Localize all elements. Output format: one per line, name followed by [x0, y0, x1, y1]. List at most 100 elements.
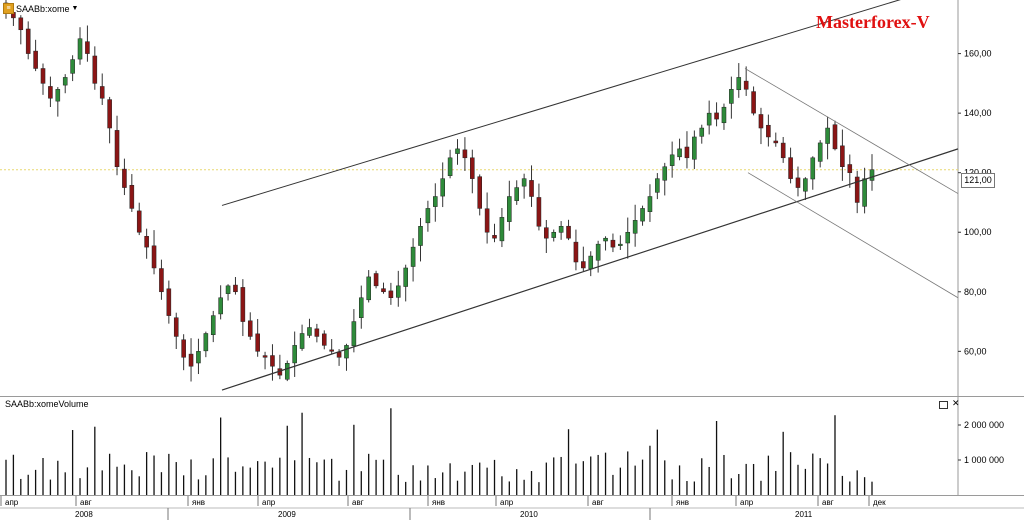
last-price-label: 121,00 [961, 173, 995, 188]
candle-down [470, 157, 475, 179]
candle-down [854, 176, 860, 203]
candle-up [869, 169, 875, 181]
candle-up [558, 226, 564, 233]
month-label: авг [822, 498, 834, 507]
channel-lower-line[interactable] [221, 148, 959, 391]
price-pane[interactable]: 160,00 140,00 120,00 100,00 80,00 60,00 ≡ SAA… [0, 0, 1024, 396]
candle-up [210, 315, 216, 335]
candle-down [314, 328, 320, 337]
candle-up [396, 285, 401, 298]
candle-down [255, 333, 260, 352]
chevron-down-icon[interactable]: ▼ [71, 5, 79, 12]
candle-down [40, 68, 46, 84]
year-label: 2009 [278, 510, 296, 519]
candle-down [188, 353, 194, 367]
symbol-title[interactable]: ≡ SAABb:xome ▼ [3, 3, 78, 14]
instrument-icon: ≡ [3, 3, 14, 14]
candle-down [388, 290, 394, 298]
price-tick-label: 120,00 [964, 168, 992, 178]
candle-down [240, 287, 246, 322]
candle-down [847, 164, 853, 173]
candle-up [862, 178, 867, 207]
candle-down [262, 355, 268, 358]
candle-up [729, 89, 734, 104]
candle-down [832, 124, 838, 150]
price-tick-label: 160,00 [964, 49, 992, 59]
month-label: апр [262, 498, 276, 507]
candle-down [114, 130, 120, 167]
month-label: апр [500, 498, 514, 507]
candle-up [721, 106, 727, 124]
candle-up [70, 59, 75, 74]
candle-down [529, 180, 534, 197]
candle-down [136, 210, 142, 233]
price-tick-label: 100,00 [964, 227, 992, 237]
candle-up [647, 196, 653, 212]
candle-down [107, 99, 112, 129]
candle-up [292, 345, 297, 364]
candle-up [447, 157, 453, 176]
close-pane-icon[interactable]: ✕ [952, 398, 960, 408]
month-label: янв [192, 498, 205, 507]
candle-down [270, 355, 275, 367]
channel-upper-line[interactable] [221, 0, 958, 206]
month-label: авг [352, 498, 364, 507]
volume-pane[interactable]: 2 000 000 1 000 000 SAABb:xomeVolume ✕ [0, 396, 1024, 495]
candle-up [521, 178, 527, 187]
candle-down [99, 86, 105, 99]
candle-up [218, 297, 223, 315]
year-label: 2008 [75, 510, 93, 519]
candle-up [299, 333, 305, 349]
candle-up [433, 196, 438, 207]
month-label: апр [5, 498, 19, 507]
candle-up [625, 231, 631, 244]
candle-down [788, 157, 793, 179]
maximize-pane-icon[interactable] [939, 401, 948, 409]
price-chart[interactable]: 160,00 140,00 120,00 100,00 80,00 60,00 [0, 0, 1024, 396]
candle-down [151, 245, 157, 269]
descending-channel-upper[interactable] [744, 68, 959, 194]
candle-up [825, 127, 830, 144]
candle-down [780, 142, 786, 159]
candle-down [129, 185, 135, 209]
candle-down [181, 339, 186, 358]
candle-up [203, 333, 209, 352]
candle-up [455, 148, 460, 154]
candle-down [544, 227, 549, 239]
candle-down [321, 333, 327, 346]
candle-up [551, 231, 557, 238]
volume-chart[interactable]: 2 000 000 1 000 000 [0, 397, 1024, 495]
month-label: дек [873, 498, 886, 507]
symbol-label: SAABb:xome [16, 3, 70, 14]
candle-up [588, 255, 594, 270]
candle-up [55, 89, 61, 102]
candle-down [122, 168, 127, 188]
year-label: 2010 [520, 510, 538, 519]
candle-up [655, 178, 660, 193]
candle-down [766, 124, 771, 138]
candle-up [706, 112, 712, 126]
candle-up [440, 178, 445, 197]
descending-channel-lower[interactable] [747, 172, 959, 299]
candle-up [225, 285, 231, 294]
candle-down [714, 112, 719, 120]
candle-down [492, 235, 497, 239]
candle-down [166, 288, 172, 316]
candle-up [358, 297, 364, 318]
candle-down [381, 288, 386, 293]
candle-up [662, 166, 668, 181]
volume-title: SAABb:xomeVolume [5, 399, 89, 409]
candle-down [462, 149, 468, 159]
candle-down [173, 317, 179, 337]
time-axis: апр авг янв апр авг янв апр авг янв апр авг дек 2008… [0, 495, 1024, 520]
candle-down [581, 261, 586, 269]
candle-up [817, 142, 823, 162]
candle-down [795, 177, 801, 188]
candle-down [144, 236, 149, 248]
candle-down [477, 176, 482, 209]
year-label: 2011 [795, 510, 813, 519]
volume-tick-label: 2 000 000 [964, 420, 1004, 430]
candle-down [159, 268, 164, 293]
candle-down [373, 273, 379, 287]
candle-down [336, 351, 342, 358]
